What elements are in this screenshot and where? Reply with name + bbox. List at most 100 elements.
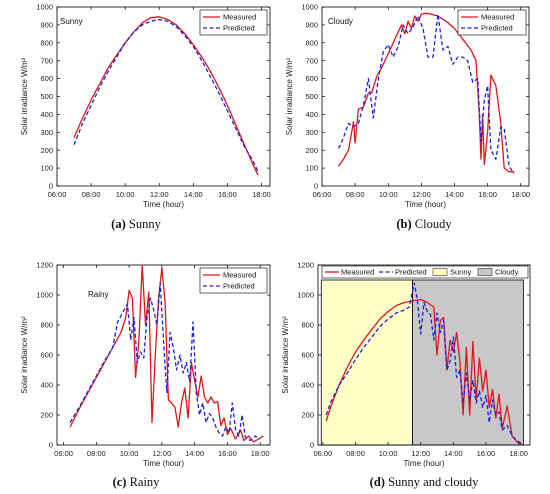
chart-annotation: Sunny [60, 17, 83, 26]
legend-label-measured: Measured [341, 268, 374, 277]
legend: Measured Predicted [199, 267, 268, 294]
y-tick-label: 0 [310, 441, 314, 450]
x-tick-label: 14:00 [444, 449, 463, 458]
x-tick-label: 10:00 [379, 449, 398, 458]
x-tick-label: 12:00 [150, 190, 169, 199]
caption-label: (c) [113, 475, 127, 489]
series-line-measured [69, 264, 264, 443]
chart-d: 06:00 08:00 10:00 12:00 14:00 16:00 18:00 0 200 4… [281, 261, 531, 489]
y-tick-label: 600 [40, 74, 53, 83]
caption-label: (d) [370, 475, 385, 489]
x-tick-label: 06:00 [314, 449, 333, 458]
x-tick-label: 10:00 [120, 449, 139, 458]
x-tick-label: 08:00 [346, 449, 365, 458]
legend-swatch-sunny [432, 268, 448, 276]
y-tick-label: 200 [40, 146, 53, 155]
chart-c: 06:00 08:00 10:00 12:00 14:00 16:00 18:00 0 200 4… [20, 261, 271, 489]
y-axis-label: Solar irradiance W/m² [20, 57, 29, 135]
y-tick-label: 500 [40, 92, 53, 101]
legend-label-predicted: Predicted [395, 268, 427, 277]
x-tick-label: 16:00 [478, 190, 497, 199]
y-tick-label: 600 [40, 351, 53, 360]
x-tick-label: 14:00 [185, 449, 204, 458]
y-tick-label: 400 [40, 381, 53, 390]
x-axis-label: Time (hour) [143, 459, 184, 468]
caption-text: Sunny [126, 217, 162, 231]
x-tick-label: 18:00 [511, 190, 530, 199]
y-tick-label: 800 [40, 38, 53, 47]
chart-a: 06:00 08:00 10:00 12:00 14:00 16:00 18:00 0 100 2… [20, 3, 271, 231]
y-tick-label: 500 [305, 92, 318, 101]
y-tick-label: 800 [301, 321, 314, 330]
y-tick-label: 1000 [36, 3, 53, 12]
caption-text: Sunny and cloudy [385, 475, 479, 489]
x-tick-label: 12:00 [412, 190, 431, 199]
x-axis-label: Time (hour) [403, 459, 444, 468]
x-tick-label: 16:00 [477, 449, 496, 458]
caption-a: (a) Sunny [111, 217, 161, 231]
y-tick-label: 400 [301, 381, 314, 390]
y-axis-label: Solar irradiance W/m² [285, 57, 294, 135]
y-tick-label: 800 [305, 38, 318, 47]
x-tick-label: 10:00 [116, 190, 135, 199]
y-tick-label: 0 [314, 182, 318, 191]
legend-label-predicted: Predicted [223, 282, 255, 291]
x-tick-label: 16:00 [218, 449, 237, 458]
series-line-predicted [69, 282, 261, 442]
legend-label-predicted: Predicted [223, 24, 255, 33]
y-tick-label: 700 [40, 56, 53, 65]
x-tick-label: 14:00 [184, 190, 203, 199]
caption-b: (b) Cloudy [396, 217, 452, 231]
chart-b: 06:00 08:00 10:00 12:00 14:00 16:00 18:00 0 100 2… [285, 3, 530, 231]
x-tick-label: 16:00 [218, 190, 237, 199]
y-tick-label: 1000 [297, 291, 314, 300]
y-tick-label: 600 [305, 74, 318, 83]
y-axis-label: Solar irradiance W/m² [20, 316, 29, 394]
x-tick-label: 06:00 [48, 190, 67, 199]
caption-label: (a) [111, 217, 126, 231]
x-tick-label: 18:00 [509, 449, 528, 458]
chart-annotation: Cloudy [328, 17, 353, 26]
y-tick-label: 300 [305, 128, 318, 137]
y-tick-label: 900 [305, 21, 318, 30]
legend-box [199, 267, 268, 294]
y-tick-label: 0 [49, 441, 53, 450]
x-tick-label: 18:00 [251, 449, 270, 458]
series-line-predicted [73, 18, 259, 172]
x-tick-label: 12:00 [411, 449, 430, 458]
series-line-measured [338, 12, 515, 173]
y-tick-label: 100 [40, 164, 53, 173]
y-tick-label: 400 [40, 110, 53, 119]
legend: Measured Predicted Sunny Cloudy [321, 265, 529, 279]
legend-swatch-cloudy [477, 268, 493, 276]
caption-text: Cloudy [412, 217, 453, 231]
x-axis-label: Time (hour) [143, 200, 184, 209]
caption-d: (d) Sunny and cloudy [370, 475, 479, 489]
caption-text: Rainy [126, 475, 160, 489]
y-tick-label: 700 [305, 56, 318, 65]
y-tick-label: 400 [305, 110, 318, 119]
legend-label-measured: Measured [481, 13, 514, 22]
caption-label: (b) [396, 217, 411, 231]
y-axis-label: Solar irradiance W/m² [281, 316, 290, 394]
y-tick-label: 200 [301, 411, 314, 420]
legend: Measured Predicted [457, 9, 527, 36]
series-line-predicted [325, 282, 523, 445]
y-tick-label: 1200 [297, 261, 314, 270]
y-tick-label: 900 [40, 21, 53, 30]
y-tick-label: 200 [305, 146, 318, 155]
x-tick-label: 06:00 [54, 449, 73, 458]
x-tick-label: 08:00 [87, 449, 106, 458]
legend-label-predicted: Predicted [481, 24, 513, 33]
x-tick-label: 12:00 [152, 449, 171, 458]
y-tick-label: 800 [40, 321, 53, 330]
region-cloudy [412, 279, 524, 446]
y-tick-label: 1000 [301, 3, 318, 12]
x-tick-label: 14:00 [445, 190, 464, 199]
series-line-measured [73, 16, 259, 176]
legend-box [321, 265, 529, 279]
legend-label-measured: Measured [223, 271, 256, 280]
y-tick-label: 200 [40, 411, 53, 420]
y-tick-label: 300 [40, 128, 53, 137]
